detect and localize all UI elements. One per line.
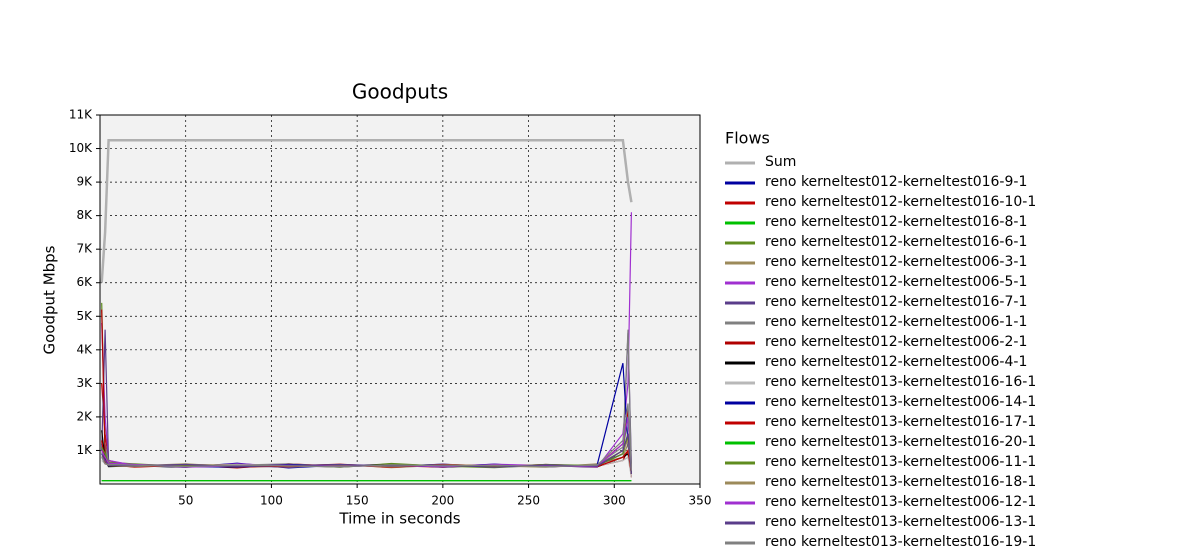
y-tick-label: 3K <box>76 376 93 390</box>
legend-label: reno kerneltest013-kerneltest016-20-1 <box>765 434 1036 450</box>
y-axis-label: Goodput Mbps <box>41 245 59 354</box>
legend-label: reno kerneltest013-kerneltest006-12-1 <box>765 494 1036 510</box>
x-tick-label: 300 <box>603 494 626 508</box>
y-tick-label: 11K <box>69 108 93 122</box>
legend: Sum reno kerneltest012-kerneltest016-9-1 r… <box>725 154 1036 550</box>
chart-title: Goodputs <box>352 80 448 104</box>
legend-label: reno kerneltest012-kerneltest016-7-1 <box>765 294 1027 310</box>
plot-frame <box>99 114 701 485</box>
plot: 1K 2K 3K 4K 5K 6K 7K 8K 9K 10K 11K 50 100 150 200 250 30… <box>69 108 712 508</box>
plot-area <box>100 115 700 484</box>
legend-label: reno kerneltest013-kerneltest016-19-1 <box>765 534 1036 550</box>
y-tick-label: 2K <box>76 409 93 423</box>
y-tick-label: 8K <box>76 208 93 222</box>
legend-label: reno kerneltest012-kerneltest016-8-1 <box>765 214 1027 230</box>
x-tick-label: 350 <box>689 494 712 508</box>
legend-label: reno kerneltest012-kerneltest006-3-1 <box>765 254 1027 270</box>
x-axis-label: Time in seconds <box>338 510 460 528</box>
legend-label: reno kerneltest012-kerneltest006-1-1 <box>765 314 1027 330</box>
legend-label: reno kerneltest012-kerneltest016-9-1 <box>765 174 1027 190</box>
x-tick-label: 50 <box>178 494 193 508</box>
legend-label: reno kerneltest012-kerneltest016-6-1 <box>765 234 1027 250</box>
x-tick-label: 250 <box>517 494 540 508</box>
series-line <box>101 403 632 471</box>
legend-label: reno kerneltest013-kerneltest016-18-1 <box>765 474 1036 490</box>
legend-label: reno kerneltest012-kerneltest006-2-1 <box>765 334 1027 350</box>
y-tick-label: 1K <box>76 443 93 457</box>
legend-label: reno kerneltest012-kerneltest006-4-1 <box>765 354 1027 370</box>
series-line <box>101 433 632 474</box>
legend-label: reno kerneltest012-kerneltest016-10-1 <box>765 194 1036 210</box>
y-tick-label: 10K <box>69 141 93 155</box>
x-tick-label: 150 <box>346 494 369 508</box>
legend-label: reno kerneltest013-kerneltest006-14-1 <box>765 394 1036 410</box>
legend-title: Flows <box>725 129 770 148</box>
x-tick-label: 200 <box>431 494 454 508</box>
y-tick-label: 5K <box>76 309 93 323</box>
legend-label: Sum <box>765 154 796 170</box>
y-tick-label: 7K <box>76 242 93 256</box>
series-line <box>100 138 633 283</box>
y-tick-label: 9K <box>76 175 93 189</box>
legend-label: reno kerneltest013-kerneltest016-16-1 <box>765 374 1036 390</box>
x-tick-label: 100 <box>260 494 283 508</box>
legend-label: reno kerneltest013-kerneltest006-13-1 <box>765 514 1036 530</box>
y-tick-label: 6K <box>76 275 93 289</box>
legend-label: reno kerneltest012-kerneltest006-5-1 <box>765 274 1027 290</box>
legend-label: reno kerneltest013-kerneltest006-11-1 <box>765 454 1036 470</box>
y-tick-label: 4K <box>76 342 93 356</box>
legend-label: reno kerneltest013-kerneltest016-17-1 <box>765 414 1036 430</box>
